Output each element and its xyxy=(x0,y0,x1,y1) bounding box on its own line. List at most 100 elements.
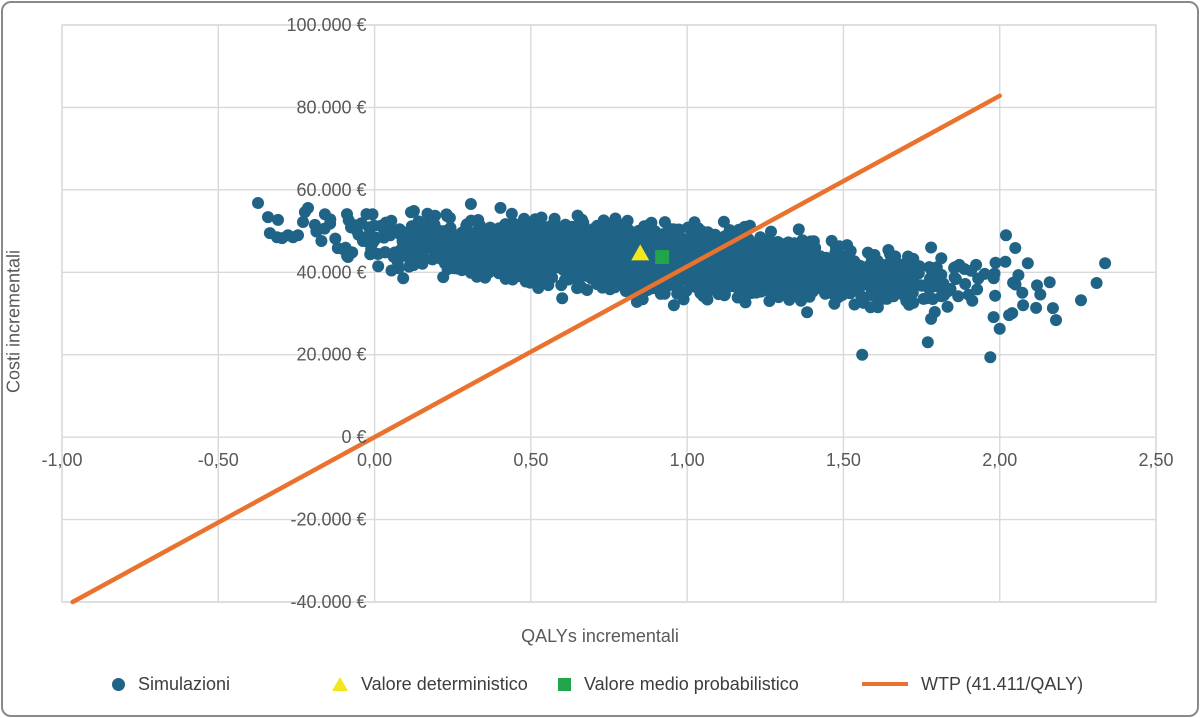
legend-label: Simulazioni xyxy=(138,673,231,694)
simulation-point xyxy=(941,300,954,313)
plot-border xyxy=(61,24,1157,603)
simulation-point xyxy=(806,258,819,270)
simulation-point xyxy=(533,258,546,271)
simulation-point xyxy=(978,267,991,280)
legend-item-simulazioni: Simulazioni xyxy=(112,669,230,699)
simulation-point xyxy=(717,215,730,228)
simulation-point xyxy=(948,261,961,274)
simulation-point xyxy=(750,286,763,299)
simulation-point xyxy=(877,292,890,305)
simulation-point xyxy=(358,232,371,245)
simulation-point xyxy=(393,224,406,237)
simulation-point xyxy=(315,235,328,247)
simulation-point xyxy=(952,290,965,303)
y-tick-label: 20.000 € xyxy=(296,345,366,365)
simulation-point xyxy=(372,260,385,273)
simulation-point xyxy=(814,250,827,263)
simulation-point xyxy=(790,284,802,297)
simulation-point xyxy=(781,287,793,300)
simulation-point xyxy=(792,223,805,236)
simulation-point xyxy=(925,241,938,254)
simulation-point xyxy=(891,264,904,276)
simulation-point xyxy=(720,282,733,295)
simulation-point xyxy=(519,222,532,235)
simulation-point xyxy=(701,270,714,283)
x-tick-label: 2,00 xyxy=(982,450,1017,470)
simulation-point xyxy=(971,283,984,296)
x-tick-label: 0,50 xyxy=(513,450,548,470)
simulation-point xyxy=(817,272,830,284)
x-tick-label: 2,50 xyxy=(1138,450,1173,470)
simulation-point xyxy=(828,297,841,310)
simulation-point xyxy=(324,213,337,226)
simulation-point xyxy=(1046,302,1059,315)
simulation-point xyxy=(567,229,580,242)
simulation-point xyxy=(987,311,1000,324)
probabilistic-mean-marker xyxy=(655,250,670,265)
simulation-point xyxy=(1034,288,1047,301)
simulation-point xyxy=(342,214,355,227)
simulation-point xyxy=(987,272,1000,285)
simulation-point xyxy=(959,278,972,290)
simulation-point xyxy=(443,211,456,224)
simulation-point xyxy=(889,250,902,263)
simulation-point xyxy=(505,207,518,220)
simulations-circle-icon xyxy=(112,677,125,691)
simulation-point xyxy=(502,225,515,238)
y-tick-label: -20.000 € xyxy=(291,510,367,530)
simulation-point xyxy=(878,259,891,272)
simulation-point xyxy=(785,258,798,271)
simulation-point xyxy=(687,268,700,281)
simulation-point xyxy=(864,301,877,314)
simulation-point xyxy=(921,278,934,291)
simulation-point xyxy=(1031,279,1043,292)
simulation-point xyxy=(557,263,569,276)
simulation-point xyxy=(786,269,799,282)
simulation-point xyxy=(608,280,621,293)
simulation-point xyxy=(756,271,769,284)
wtp-line-icon xyxy=(862,682,908,686)
simulation-point xyxy=(742,252,755,265)
simulation-point xyxy=(439,227,452,240)
simulation-point xyxy=(837,268,850,281)
simulation-point xyxy=(509,258,522,271)
simulation-point xyxy=(556,226,569,239)
simulation-point xyxy=(1099,257,1112,270)
simulation-point xyxy=(658,287,671,300)
tick-labels: 100.000 € 80.000 € 60.000 € 40.000 € 20.000 … xyxy=(41,15,1173,612)
simulation-point xyxy=(913,261,926,274)
simulation-point xyxy=(844,287,857,300)
simulation-point xyxy=(408,237,420,250)
simulation-point xyxy=(861,246,874,259)
simulation-point xyxy=(855,290,868,303)
simulation-point xyxy=(464,198,477,210)
simulation-point xyxy=(490,232,503,244)
simulation-point xyxy=(765,225,777,238)
simulation-point xyxy=(292,229,304,242)
simulation-point xyxy=(329,232,342,245)
simulation-point xyxy=(701,293,714,306)
simulation-point xyxy=(718,230,731,243)
simulation-point xyxy=(482,266,495,279)
simulation-point xyxy=(844,245,857,257)
y-tick-label: 100.000 € xyxy=(286,15,366,35)
simulation-point xyxy=(471,233,483,245)
legend-item-valore-deterministico: Valore deterministico xyxy=(332,669,528,699)
simulation-point xyxy=(933,280,946,293)
simulation-point xyxy=(392,262,405,275)
simulation-point xyxy=(804,273,817,286)
simulation-point xyxy=(536,273,549,286)
legend-label: Valore deterministico xyxy=(361,673,528,694)
simulation-point xyxy=(405,206,417,219)
simulation-point xyxy=(671,279,684,292)
simulation-point xyxy=(404,227,417,240)
simulation-point xyxy=(649,270,662,283)
simulation-point xyxy=(572,272,585,285)
simulation-point xyxy=(556,292,569,305)
y-axis-title: Costi incrementali xyxy=(3,249,24,394)
simulation-point xyxy=(771,273,784,286)
simulation-point xyxy=(252,197,264,209)
simulation-point xyxy=(1030,301,1043,314)
x-tick-label: -1,00 xyxy=(41,450,82,470)
